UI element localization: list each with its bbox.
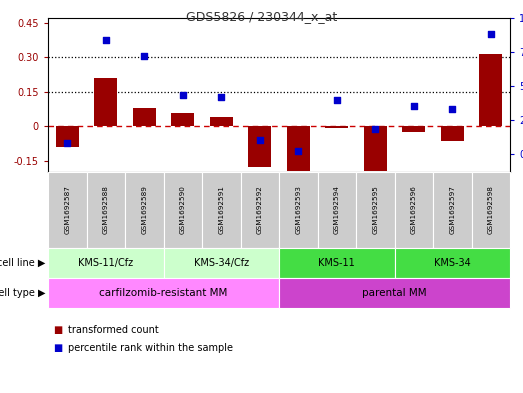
Text: GSM1692588: GSM1692588 [103,185,109,235]
Text: ■: ■ [53,343,62,353]
Point [256,137,264,143]
Text: cell type ▶: cell type ▶ [0,288,46,298]
Bar [202,172,241,248]
Bar [279,172,317,248]
Point [140,53,149,59]
Bar [86,172,125,248]
Text: ■: ■ [53,325,62,335]
Bar [125,172,164,248]
Bar [394,172,433,248]
Point [63,140,72,146]
Bar [317,172,356,248]
Bar [94,78,117,126]
Point [486,31,495,37]
Text: GSM1692589: GSM1692589 [141,185,147,235]
Text: GSM1692598: GSM1692598 [488,185,494,235]
Text: cell line ▶: cell line ▶ [0,258,46,268]
Text: parental MM: parental MM [362,288,427,298]
Bar [133,108,156,126]
Bar [164,248,279,278]
Text: KMS-34/Cfz: KMS-34/Cfz [194,258,249,268]
Bar [164,172,202,248]
Text: transformed count: transformed count [68,325,158,335]
Bar [241,172,279,248]
Bar [279,248,394,278]
Text: KMS-11: KMS-11 [319,258,355,268]
Bar [441,126,464,141]
Point [448,106,457,112]
Bar [48,248,164,278]
Bar [48,278,279,308]
Bar [210,117,233,126]
Text: KMS-34: KMS-34 [434,258,471,268]
Text: GDS5826 / 230344_x_at: GDS5826 / 230344_x_at [186,10,337,23]
Point [294,148,302,154]
Text: GSM1692597: GSM1692597 [449,185,455,235]
Bar [56,126,79,147]
Bar [363,126,387,171]
Bar [279,278,510,308]
Bar [171,114,195,126]
Bar [402,126,425,132]
Bar [356,172,394,248]
Text: GSM1692593: GSM1692593 [295,185,301,235]
Text: GSM1692587: GSM1692587 [64,185,70,235]
Bar [325,126,348,129]
Text: GSM1692595: GSM1692595 [372,185,378,235]
Text: GSM1692591: GSM1692591 [218,185,224,235]
Text: carfilzomib-resistant MM: carfilzomib-resistant MM [99,288,228,298]
Bar [472,172,510,248]
Bar [479,53,502,126]
Text: KMS-11/Cfz: KMS-11/Cfz [78,258,133,268]
Bar [287,126,310,171]
Point [178,92,187,99]
Bar [248,126,271,167]
Point [101,37,110,43]
Bar [394,248,510,278]
Bar [48,172,86,248]
Text: GSM1692592: GSM1692592 [257,185,263,235]
Text: GSM1692596: GSM1692596 [411,185,417,235]
Point [371,126,379,132]
Text: GSM1692590: GSM1692590 [180,185,186,235]
Point [410,103,418,110]
Text: GSM1692594: GSM1692594 [334,185,340,235]
Text: percentile rank within the sample: percentile rank within the sample [68,343,233,353]
Bar [433,172,472,248]
Point [217,94,225,100]
Point [333,96,341,103]
